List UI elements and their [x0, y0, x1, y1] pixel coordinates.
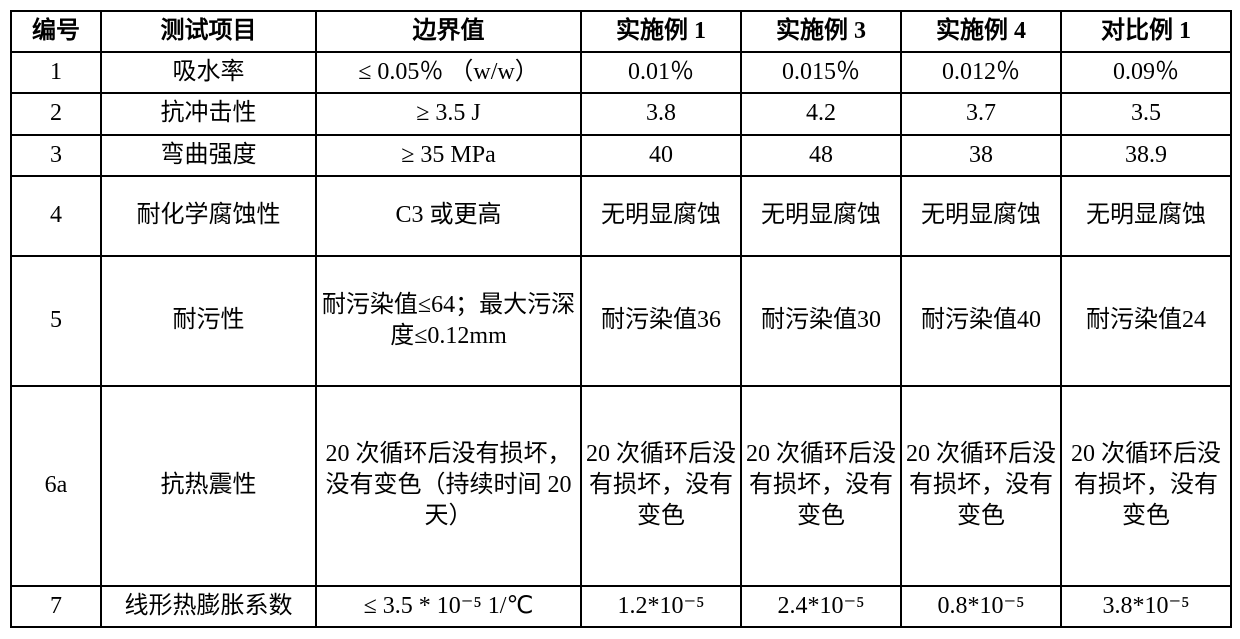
table-row: 2 抗冲击性 ≥ 3.5 J 3.8 4.2 3.7 3.5	[11, 93, 1231, 134]
cell-cmp1: 耐污染值24	[1061, 256, 1231, 386]
table-row: 4 耐化学腐蚀性 C3 或更高 无明显腐蚀 无明显腐蚀 无明显腐蚀 无明显腐蚀	[11, 176, 1231, 256]
data-table: 编号 测试项目 边界值 实施例 1 实施例 3 实施例 4 对比例 1 1 吸水…	[10, 10, 1232, 628]
header-test-item: 测试项目	[101, 11, 316, 52]
cell-ex3: 无明显腐蚀	[741, 176, 901, 256]
cell-test: 弯曲强度	[101, 135, 316, 176]
header-id: 编号	[11, 11, 101, 52]
cell-ex1: 20 次循环后没有损坏，没有变色	[581, 386, 741, 586]
cell-ex1: 40	[581, 135, 741, 176]
cell-ex3: 0.015％	[741, 52, 901, 93]
cell-ex4: 20 次循环后没有损坏，没有变色	[901, 386, 1061, 586]
cell-ex1: 耐污染值36	[581, 256, 741, 386]
cell-id: 4	[11, 176, 101, 256]
table-row: 7 线形热膨胀系数 ≤ 3.5 * 10⁻⁵ 1/℃ 1.2*10⁻⁵ 2.4*…	[11, 586, 1231, 627]
cell-test: 抗热震性	[101, 386, 316, 586]
cell-ex1: 0.01％	[581, 52, 741, 93]
cell-ex4: 0.012％	[901, 52, 1061, 93]
header-compare1: 对比例 1	[1061, 11, 1231, 52]
cell-cmp1: 0.09％	[1061, 52, 1231, 93]
cell-boundary: 耐污染值≤64；最大污深度≤0.12mm	[316, 256, 581, 386]
cell-ex3: 2.4*10⁻⁵	[741, 586, 901, 627]
header-example1: 实施例 1	[581, 11, 741, 52]
cell-id: 2	[11, 93, 101, 134]
cell-id: 3	[11, 135, 101, 176]
cell-boundary: ≥ 35 MPa	[316, 135, 581, 176]
table-row: 5 耐污性 耐污染值≤64；最大污深度≤0.12mm 耐污染值36 耐污染值30…	[11, 256, 1231, 386]
cell-ex4: 耐污染值40	[901, 256, 1061, 386]
cell-test: 线形热膨胀系数	[101, 586, 316, 627]
cell-test: 吸水率	[101, 52, 316, 93]
cell-ex3: 耐污染值30	[741, 256, 901, 386]
cell-ex3: 4.2	[741, 93, 901, 134]
header-example3: 实施例 3	[741, 11, 901, 52]
cell-ex1: 1.2*10⁻⁵	[581, 586, 741, 627]
cell-cmp1: 3.8*10⁻⁵	[1061, 586, 1231, 627]
cell-ex3: 48	[741, 135, 901, 176]
cell-boundary: ≤ 0.05％ （w/w）	[316, 52, 581, 93]
cell-ex1: 3.8	[581, 93, 741, 134]
cell-test: 抗冲击性	[101, 93, 316, 134]
header-example4: 实施例 4	[901, 11, 1061, 52]
table-row: 3 弯曲强度 ≥ 35 MPa 40 48 38 38.9	[11, 135, 1231, 176]
cell-cmp1: 38.9	[1061, 135, 1231, 176]
cell-id: 7	[11, 586, 101, 627]
cell-ex4: 无明显腐蚀	[901, 176, 1061, 256]
cell-cmp1: 3.5	[1061, 93, 1231, 134]
cell-ex1: 无明显腐蚀	[581, 176, 741, 256]
cell-id: 5	[11, 256, 101, 386]
cell-ex4: 3.7	[901, 93, 1061, 134]
cell-id: 6a	[11, 386, 101, 586]
cell-test: 耐化学腐蚀性	[101, 176, 316, 256]
table-row: 1 吸水率 ≤ 0.05％ （w/w） 0.01％ 0.015％ 0.012％ …	[11, 52, 1231, 93]
table-row: 6a 抗热震性 20 次循环后没有损坏，没有变色（持续时间 20天） 20 次循…	[11, 386, 1231, 586]
cell-test: 耐污性	[101, 256, 316, 386]
cell-boundary: ≥ 3.5 J	[316, 93, 581, 134]
cell-boundary: 20 次循环后没有损坏，没有变色（持续时间 20天）	[316, 386, 581, 586]
cell-ex4: 0.8*10⁻⁵	[901, 586, 1061, 627]
cell-boundary: ≤ 3.5 * 10⁻⁵ 1/℃	[316, 586, 581, 627]
table-header-row: 编号 测试项目 边界值 实施例 1 实施例 3 实施例 4 对比例 1	[11, 11, 1231, 52]
cell-ex3: 20 次循环后没有损坏，没有变色	[741, 386, 901, 586]
header-boundary: 边界值	[316, 11, 581, 52]
cell-id: 1	[11, 52, 101, 93]
cell-cmp1: 20 次循环后没有损坏，没有变色	[1061, 386, 1231, 586]
cell-boundary: C3 或更高	[316, 176, 581, 256]
cell-cmp1: 无明显腐蚀	[1061, 176, 1231, 256]
cell-ex4: 38	[901, 135, 1061, 176]
